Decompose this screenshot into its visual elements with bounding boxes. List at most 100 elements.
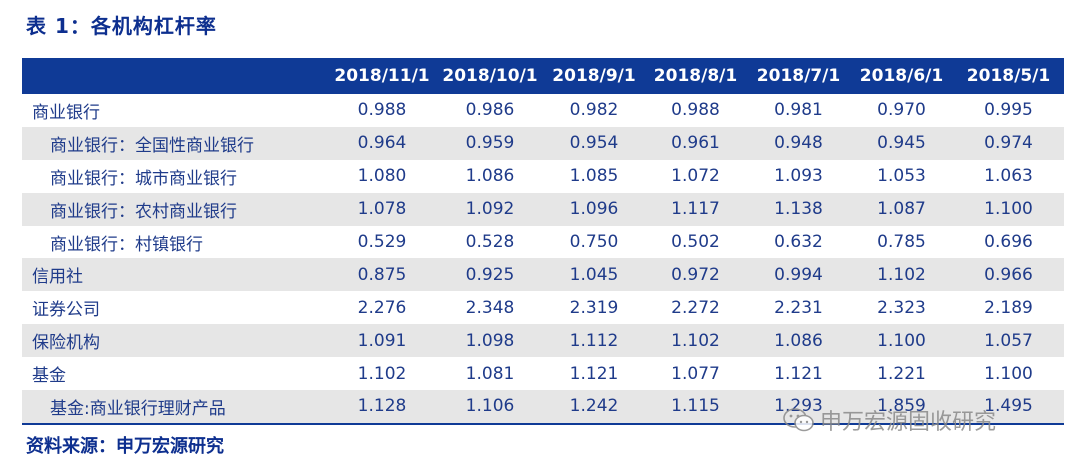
value-cell: 1.072	[644, 159, 747, 193]
row-label: 基金:商业银行理财产品	[22, 390, 328, 423]
row-label: 保险机构	[22, 324, 328, 358]
table-bottom-rule	[22, 423, 1064, 425]
table-row: 商业银行：农村商业银行 1.078 1.092 1.096 1.117 1.138 1.08…	[22, 192, 1064, 226]
wechat-icon	[783, 408, 814, 432]
value-cell: 0.502	[644, 225, 747, 259]
value-cell: 1.087	[850, 192, 953, 226]
table-row: 基金 1.102 1.081 1.121 1.077 1.121 1.221 1.100	[22, 357, 1064, 391]
row-label: 证券公司	[22, 291, 328, 325]
table-row: 商业银行：全国性商业银行 0.964 0.959 0.954 0.961 0.948 0.9…	[22, 126, 1064, 160]
value-cell: 0.529	[328, 225, 436, 259]
value-cell: 1.100	[850, 324, 953, 358]
value-cell: 0.750	[544, 225, 644, 259]
value-cell: 1.091	[328, 324, 436, 358]
table-row: 信用社 0.875 0.925 1.045 0.972 0.994 1.102 0.966	[22, 258, 1064, 292]
header-label-cell	[22, 58, 328, 94]
value-cell: 2.272	[644, 291, 747, 325]
value-cell: 0.982	[544, 94, 644, 127]
value-cell: 0.696	[953, 225, 1064, 259]
row-label: 商业银行：全国性商业银行	[22, 126, 328, 160]
value-cell: 0.964	[328, 126, 436, 160]
value-cell: 0.948	[747, 126, 850, 160]
value-cell: 1.102	[328, 357, 436, 391]
value-cell: 2.323	[850, 291, 953, 325]
value-cell: 1.045	[544, 258, 644, 292]
value-cell: 1.242	[544, 390, 644, 423]
value-cell: 1.106	[436, 390, 544, 423]
row-label: 信用社	[22, 258, 328, 292]
value-cell: 1.092	[436, 192, 544, 226]
value-cell: 0.528	[436, 225, 544, 259]
value-cell: 0.954	[544, 126, 644, 160]
value-cell: 0.945	[850, 126, 953, 160]
value-cell: 1.098	[436, 324, 544, 358]
value-cell: 0.632	[747, 225, 850, 259]
column-header: 2018/9/1	[544, 58, 644, 94]
watermark-text: 申万宏源固收研究	[820, 410, 997, 435]
value-cell: 2.276	[328, 291, 436, 325]
row-label: 商业银行	[22, 94, 328, 127]
value-cell: 1.112	[544, 324, 644, 358]
row-label: 商业银行：城市商业银行	[22, 159, 328, 193]
value-cell: 1.102	[850, 258, 953, 292]
value-cell: 1.115	[644, 390, 747, 423]
value-cell: 1.080	[328, 159, 436, 193]
value-cell: 2.231	[747, 291, 850, 325]
value-cell: 1.085	[544, 159, 644, 193]
value-cell: 0.974	[953, 126, 1064, 160]
value-cell: 0.875	[328, 258, 436, 292]
value-cell: 0.785	[850, 225, 953, 259]
column-header: 2018/6/1	[850, 58, 953, 94]
value-cell: 1.063	[953, 159, 1064, 193]
row-label: 基金	[22, 357, 328, 391]
value-cell: 1.859	[850, 390, 953, 423]
value-cell: 0.988	[328, 94, 436, 127]
value-cell: 1.121	[544, 357, 644, 391]
value-cell: 1.093	[747, 159, 850, 193]
value-cell: 2.348	[436, 291, 544, 325]
value-cell: 1.128	[328, 390, 436, 423]
value-cell: 2.189	[953, 291, 1064, 325]
table-title: 表 1：各机构杠杆率	[26, 14, 217, 38]
value-cell: 1.086	[436, 159, 544, 193]
value-cell: 1.100	[953, 357, 1064, 391]
column-header: 2018/10/1	[436, 58, 544, 94]
value-cell: 1.138	[747, 192, 850, 226]
row-label: 商业银行：村镇银行	[22, 225, 328, 259]
value-cell: 1.086	[747, 324, 850, 358]
column-header: 2018/8/1	[644, 58, 747, 94]
value-cell: 1.100	[953, 192, 1064, 226]
table-row: 证券公司 2.276 2.348 2.319 2.272 2.231 2.323 2.189	[22, 291, 1064, 325]
column-header: 2018/11/1	[328, 58, 436, 94]
value-cell: 0.994	[747, 258, 850, 292]
value-cell: 1.096	[544, 192, 644, 226]
value-cell: 1.117	[644, 192, 747, 226]
table-row: 商业银行：村镇银行 0.529 0.528 0.750 0.502 0.632 0.785 0…	[22, 225, 1064, 259]
value-cell: 1.121	[747, 357, 850, 391]
value-cell: 0.959	[436, 126, 544, 160]
value-cell: 0.995	[953, 94, 1064, 127]
row-label: 商业银行：农村商业银行	[22, 192, 328, 226]
watermark: 申万宏源固收研究	[782, 404, 996, 436]
value-cell: 1.078	[328, 192, 436, 226]
column-header: 2018/7/1	[747, 58, 850, 94]
table-row: 商业银行：城市商业银行 1.080 1.086 1.085 1.072 1.093 1.05…	[22, 159, 1064, 193]
value-cell: 0.966	[953, 258, 1064, 292]
value-cell: 2.319	[544, 291, 644, 325]
table-row: 保险机构 1.091 1.098 1.112 1.102 1.086 1.100 1.057	[22, 324, 1064, 358]
value-cell: 1.221	[850, 357, 953, 391]
column-header: 2018/5/1	[953, 58, 1064, 94]
value-cell: 1.102	[644, 324, 747, 358]
table-row: 商业银行 0.988 0.986 0.982 0.988 0.981 0.970 0.995	[22, 94, 1064, 127]
value-cell: 0.986	[436, 94, 544, 127]
table-row: 基金:商业银行理财产品 1.128 1.106 1.242 1.115 1.293 1.85…	[22, 390, 1064, 423]
table-header-row: 2018/11/1 2018/10/1 2018/9/1 2018/8/1 20…	[22, 58, 1064, 94]
value-cell: 0.961	[644, 126, 747, 160]
value-cell: 1.495	[953, 390, 1064, 423]
value-cell: 1.057	[953, 324, 1064, 358]
value-cell: 0.970	[850, 94, 953, 127]
value-cell: 0.988	[644, 94, 747, 127]
value-cell: 1.077	[644, 357, 747, 391]
source-note: 资料来源：申万宏源研究	[26, 436, 224, 457]
value-cell: 0.972	[644, 258, 747, 292]
